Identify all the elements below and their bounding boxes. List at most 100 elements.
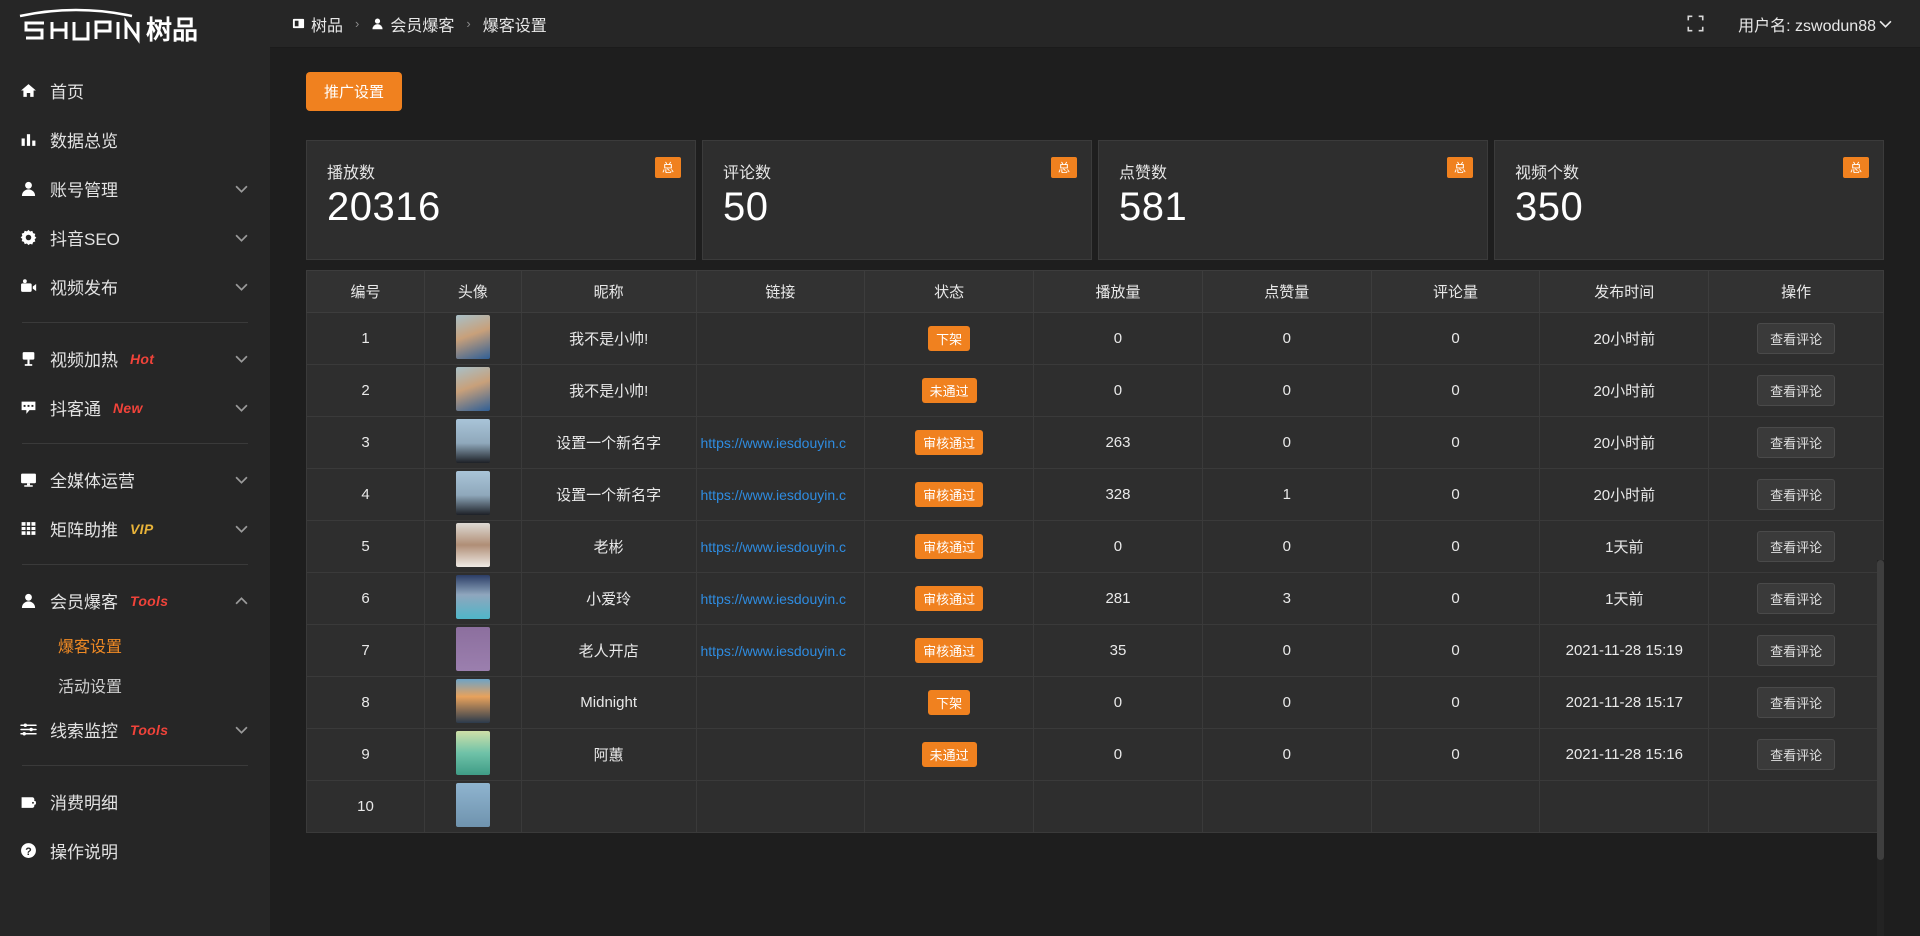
chevron-down-icon[interactable] [235, 183, 248, 195]
cell-actions: 查看评论 [1708, 520, 1884, 573]
cell-nickname: 阿蕙 [520, 728, 697, 781]
sidebar-item-label: 首页 [50, 83, 84, 102]
sidebar-divider [22, 564, 248, 565]
view-comments-button[interactable]: 查看评论 [1757, 427, 1836, 458]
cell-link[interactable]: https://www.iesdouyin.c [695, 624, 866, 677]
sidebar-item-badge: Tools [130, 592, 169, 609]
row-nickname: 阿蕙 [593, 747, 624, 764]
user-menu[interactable]: 用户名: zswodun88 [1738, 12, 1892, 36]
row-plays: 281 [1105, 590, 1131, 607]
view-comments-button[interactable]: 查看评论 [1757, 479, 1836, 510]
chevron-up-icon[interactable] [235, 595, 248, 607]
cell-plays [1033, 780, 1203, 833]
video-link[interactable]: https://www.iesdouyin.c [700, 434, 847, 451]
table-row: 4 设置一个新名字 https://www.iesdouyin.c 审核通过 328 1 0… [305, 468, 1884, 521]
sidebar-item-douyin-seo[interactable]: 抖音SEO [0, 213, 270, 262]
cell-actions: 查看评论 [1708, 416, 1884, 469]
view-comments-button[interactable]: 查看评论 [1757, 531, 1836, 562]
sidebar-item-label: 数据总览 [50, 132, 118, 151]
row-likes: 0 [1282, 642, 1291, 659]
cell-publish-time: 20小时前 [1539, 416, 1710, 469]
sidebar-item-douketong[interactable]: 抖客通 New [0, 383, 270, 432]
sidebar-item-account-management[interactable]: 账号管理 [0, 164, 270, 213]
sidebar-item-label: 线索监控 [50, 722, 118, 741]
cell-nickname: 老彬 [520, 520, 697, 573]
cell-link [695, 676, 866, 729]
sidebar-item-member-baoke[interactable]: 会员爆客 Tools [0, 576, 270, 625]
cell-link[interactable]: https://www.iesdouyin.c [695, 520, 866, 573]
sidebar-item-lead-monitor[interactable]: 线索监控 Tools [0, 705, 270, 754]
fire-icon [20, 350, 46, 367]
breadcrumb-separator: › [466, 16, 471, 31]
cell-link[interactable]: https://www.iesdouyin.c [695, 416, 866, 469]
video-link[interactable]: https://www.iesdouyin.c [700, 642, 847, 659]
view-comments-button[interactable]: 查看评论 [1757, 375, 1836, 406]
cell-publish-time: 1天前 [1539, 520, 1710, 573]
cell-plays: 0 [1033, 520, 1203, 573]
sidebar-subitem-baoke-settings[interactable]: 爆客设置 [0, 625, 270, 665]
sidebar-subitem-label: 爆客设置 [58, 639, 123, 656]
sidebar-item-data-overview[interactable]: 数据总览 [0, 115, 270, 164]
avatar [455, 470, 490, 515]
vertical-scrollbar[interactable] [1877, 560, 1884, 936]
row-comments: 0 [1451, 694, 1460, 711]
breadcrumb-item-root[interactable]: 树品 [292, 12, 343, 36]
cell-link[interactable]: https://www.iesdouyin.c [695, 572, 866, 625]
chevron-down-icon[interactable] [235, 281, 248, 293]
sidebar-item-instructions[interactable]: ? 操作说明 [0, 826, 270, 875]
view-comments-button[interactable]: 查看评论 [1757, 687, 1836, 718]
sidebar-item-omnimedia-ops[interactable]: 全媒体运营 [0, 455, 270, 504]
column-header-comments: 评论量 [1370, 270, 1541, 313]
chevron-down-icon[interactable] [235, 402, 248, 414]
scrollbar-thumb[interactable] [1877, 560, 1884, 860]
cell-nickname: 设置一个新名字 [520, 468, 697, 521]
cell-plays: 281 [1033, 572, 1203, 625]
chevron-down-icon[interactable] [235, 353, 248, 365]
brand-logo[interactable]: 树品 [0, 0, 270, 56]
view-comments-button[interactable]: 查看评论 [1757, 323, 1836, 354]
cell-comments [1370, 780, 1541, 833]
video-link[interactable]: https://www.iesdouyin.c [700, 486, 847, 503]
promote-settings-button[interactable]: 推广设置 [306, 72, 403, 111]
cell-nickname: 老人开店 [520, 624, 697, 677]
row-comments: 0 [1451, 486, 1460, 503]
wallet-icon [20, 793, 46, 810]
sidebar-item-badge: Hot [130, 350, 155, 367]
row-id: 4 [361, 486, 370, 503]
view-comments-button[interactable]: 查看评论 [1757, 583, 1836, 614]
sidebar-item-matrix-boost[interactable]: 矩阵助推 VIP [0, 504, 270, 553]
cell-link [695, 364, 866, 417]
stat-cards: 播放数 20316 总 评论数 50 总 点赞数 581 总 视频个数 350 [306, 140, 1884, 260]
cell-comments: 0 [1370, 416, 1541, 469]
cell-comments: 0 [1370, 312, 1541, 365]
row-likes: 1 [1282, 486, 1291, 503]
sidebar-item-video-boost[interactable]: 视频加热 Hot [0, 334, 270, 383]
row-comments: 0 [1451, 642, 1460, 659]
row-comments: 0 [1451, 538, 1460, 555]
view-comments-button[interactable]: 查看评论 [1757, 739, 1836, 770]
chevron-down-icon[interactable] [235, 523, 248, 535]
sidebar-subitem-activity-settings[interactable]: 活动设置 [0, 665, 270, 705]
video-link[interactable]: https://www.iesdouyin.c [700, 538, 847, 555]
breadcrumb-item-member-baoke[interactable]: 会员爆客 [371, 12, 454, 36]
video-link[interactable]: https://www.iesdouyin.c [700, 590, 847, 607]
view-comments-button[interactable]: 查看评论 [1757, 635, 1836, 666]
stat-card-likes: 点赞数 581 总 [1098, 140, 1488, 260]
sidebar-item-label: 矩阵助推 [50, 521, 118, 540]
stat-card-label: 评论数 [723, 165, 772, 182]
cell-link[interactable]: https://www.iesdouyin.c [695, 468, 866, 521]
row-plays: 0 [1113, 746, 1123, 763]
sidebar-nav: 首页 数据总览 账号管理 [0, 56, 270, 875]
sidebar-item-billing-detail[interactable]: 消费明细 [0, 777, 270, 826]
status-badge: 审核通过 [915, 638, 984, 663]
cell-comments: 0 [1370, 624, 1541, 677]
chevron-down-icon[interactable] [235, 724, 248, 736]
sidebar-item-video-publish[interactable]: 视频发布 [0, 262, 270, 311]
chevron-down-icon[interactable] [235, 474, 248, 486]
row-publish-time: 20小时前 [1593, 487, 1656, 504]
fullscreen-icon[interactable] [1687, 15, 1704, 32]
chevron-down-icon[interactable] [235, 232, 248, 244]
row-likes: 0 [1282, 694, 1291, 711]
sidebar-item-home[interactable]: 首页 [0, 66, 270, 115]
cell-nickname: 我不是小帅! [520, 312, 697, 365]
